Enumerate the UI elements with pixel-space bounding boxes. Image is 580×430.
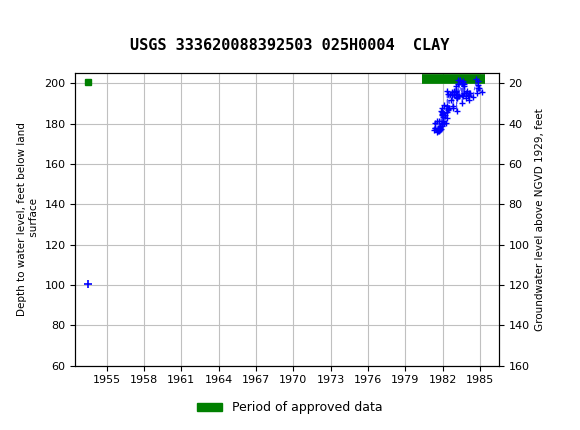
Y-axis label: Groundwater level above NGVD 1929, feet: Groundwater level above NGVD 1929, feet [535,108,545,331]
Y-axis label: Depth to water level, feet below land
 surface: Depth to water level, feet below land su… [17,123,39,316]
Legend: Period of approved data: Period of approved data [192,396,388,419]
Text: ╲USGS: ╲USGS [12,15,66,36]
Text: USGS 333620088392503 025H0004  CLAY: USGS 333620088392503 025H0004 CLAY [130,38,450,52]
